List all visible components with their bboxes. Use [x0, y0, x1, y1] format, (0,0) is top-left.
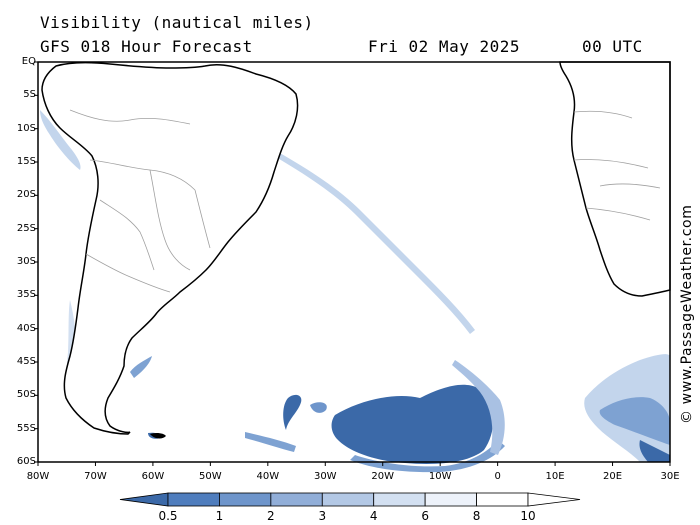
colorbar-segment [167, 492, 220, 507]
colorbar-segment [321, 492, 375, 507]
lon-label: 80W [26, 471, 50, 482]
lat-label: 55S [16, 422, 36, 434]
lon-label: 10W [428, 471, 452, 482]
forecast-date: Fri 02 May 2025 [368, 37, 520, 56]
country-borders [69, 109, 211, 293]
forecast-model: GFS 018 Hour Forecast [40, 37, 253, 56]
colorbar-segment [373, 492, 426, 507]
lon-label: 30W [313, 471, 337, 482]
lat-label: EQ [21, 56, 36, 67]
axis-ticks [34, 61, 671, 466]
colorbar-high-arrow [527, 492, 581, 507]
lon-label: 20E [603, 471, 623, 482]
lat-label: 20S [16, 189, 36, 201]
colorbar-segment [270, 492, 323, 507]
map-title: Visibility (nautical miles) [40, 13, 314, 32]
colorbar-low-arrow [119, 492, 169, 507]
colorbar-tick-label: 4 [369, 509, 378, 523]
colorbar-tick-label: 2 [267, 509, 275, 523]
colorbar-tick-label: 3 [318, 509, 327, 523]
lat-label: 40S [16, 322, 36, 334]
falkland-islands [150, 432, 166, 439]
lat-label: 45S [16, 356, 36, 367]
lon-label: 20W [371, 471, 395, 482]
lat-label: 50S [16, 389, 36, 401]
visibility-fog-layer [40, 110, 670, 473]
lat-label: 35S [16, 289, 36, 301]
lon-label: 0 [494, 471, 501, 482]
site-credit: © www.PassageWeather.com [679, 204, 695, 424]
colorbar-tick-label: 0.5 [158, 509, 178, 523]
colorbar-segment [219, 492, 272, 507]
visibility-colorbar [119, 492, 581, 507]
colorbar-tick-label: 1 [215, 509, 224, 523]
lat-label: 30S [16, 256, 36, 267]
africa-borders [573, 110, 661, 221]
lat-label: 15S [16, 156, 36, 167]
lon-label: 70W [84, 471, 107, 482]
lon-label: 30E [660, 471, 680, 482]
colorbar-tick-label: 10 [520, 509, 536, 523]
lat-label: 5S [23, 89, 36, 101]
lat-label: 10S [16, 122, 36, 134]
lat-label: 25S [16, 222, 36, 234]
colorbar-tick-label: 8 [472, 509, 481, 523]
south-america-landmass [41, 61, 299, 435]
lon-label: 10E [545, 471, 565, 482]
forecast-time: 00 UTC [582, 37, 643, 56]
lon-label: 60W [141, 471, 165, 482]
lat-label: 60S [16, 456, 36, 467]
colorbar-segment [476, 492, 529, 507]
colorbar-tick-label: 6 [421, 509, 429, 523]
lon-label: 40W [256, 471, 280, 482]
colorbar-segment [424, 492, 477, 507]
lon-label: 50W [199, 471, 222, 482]
